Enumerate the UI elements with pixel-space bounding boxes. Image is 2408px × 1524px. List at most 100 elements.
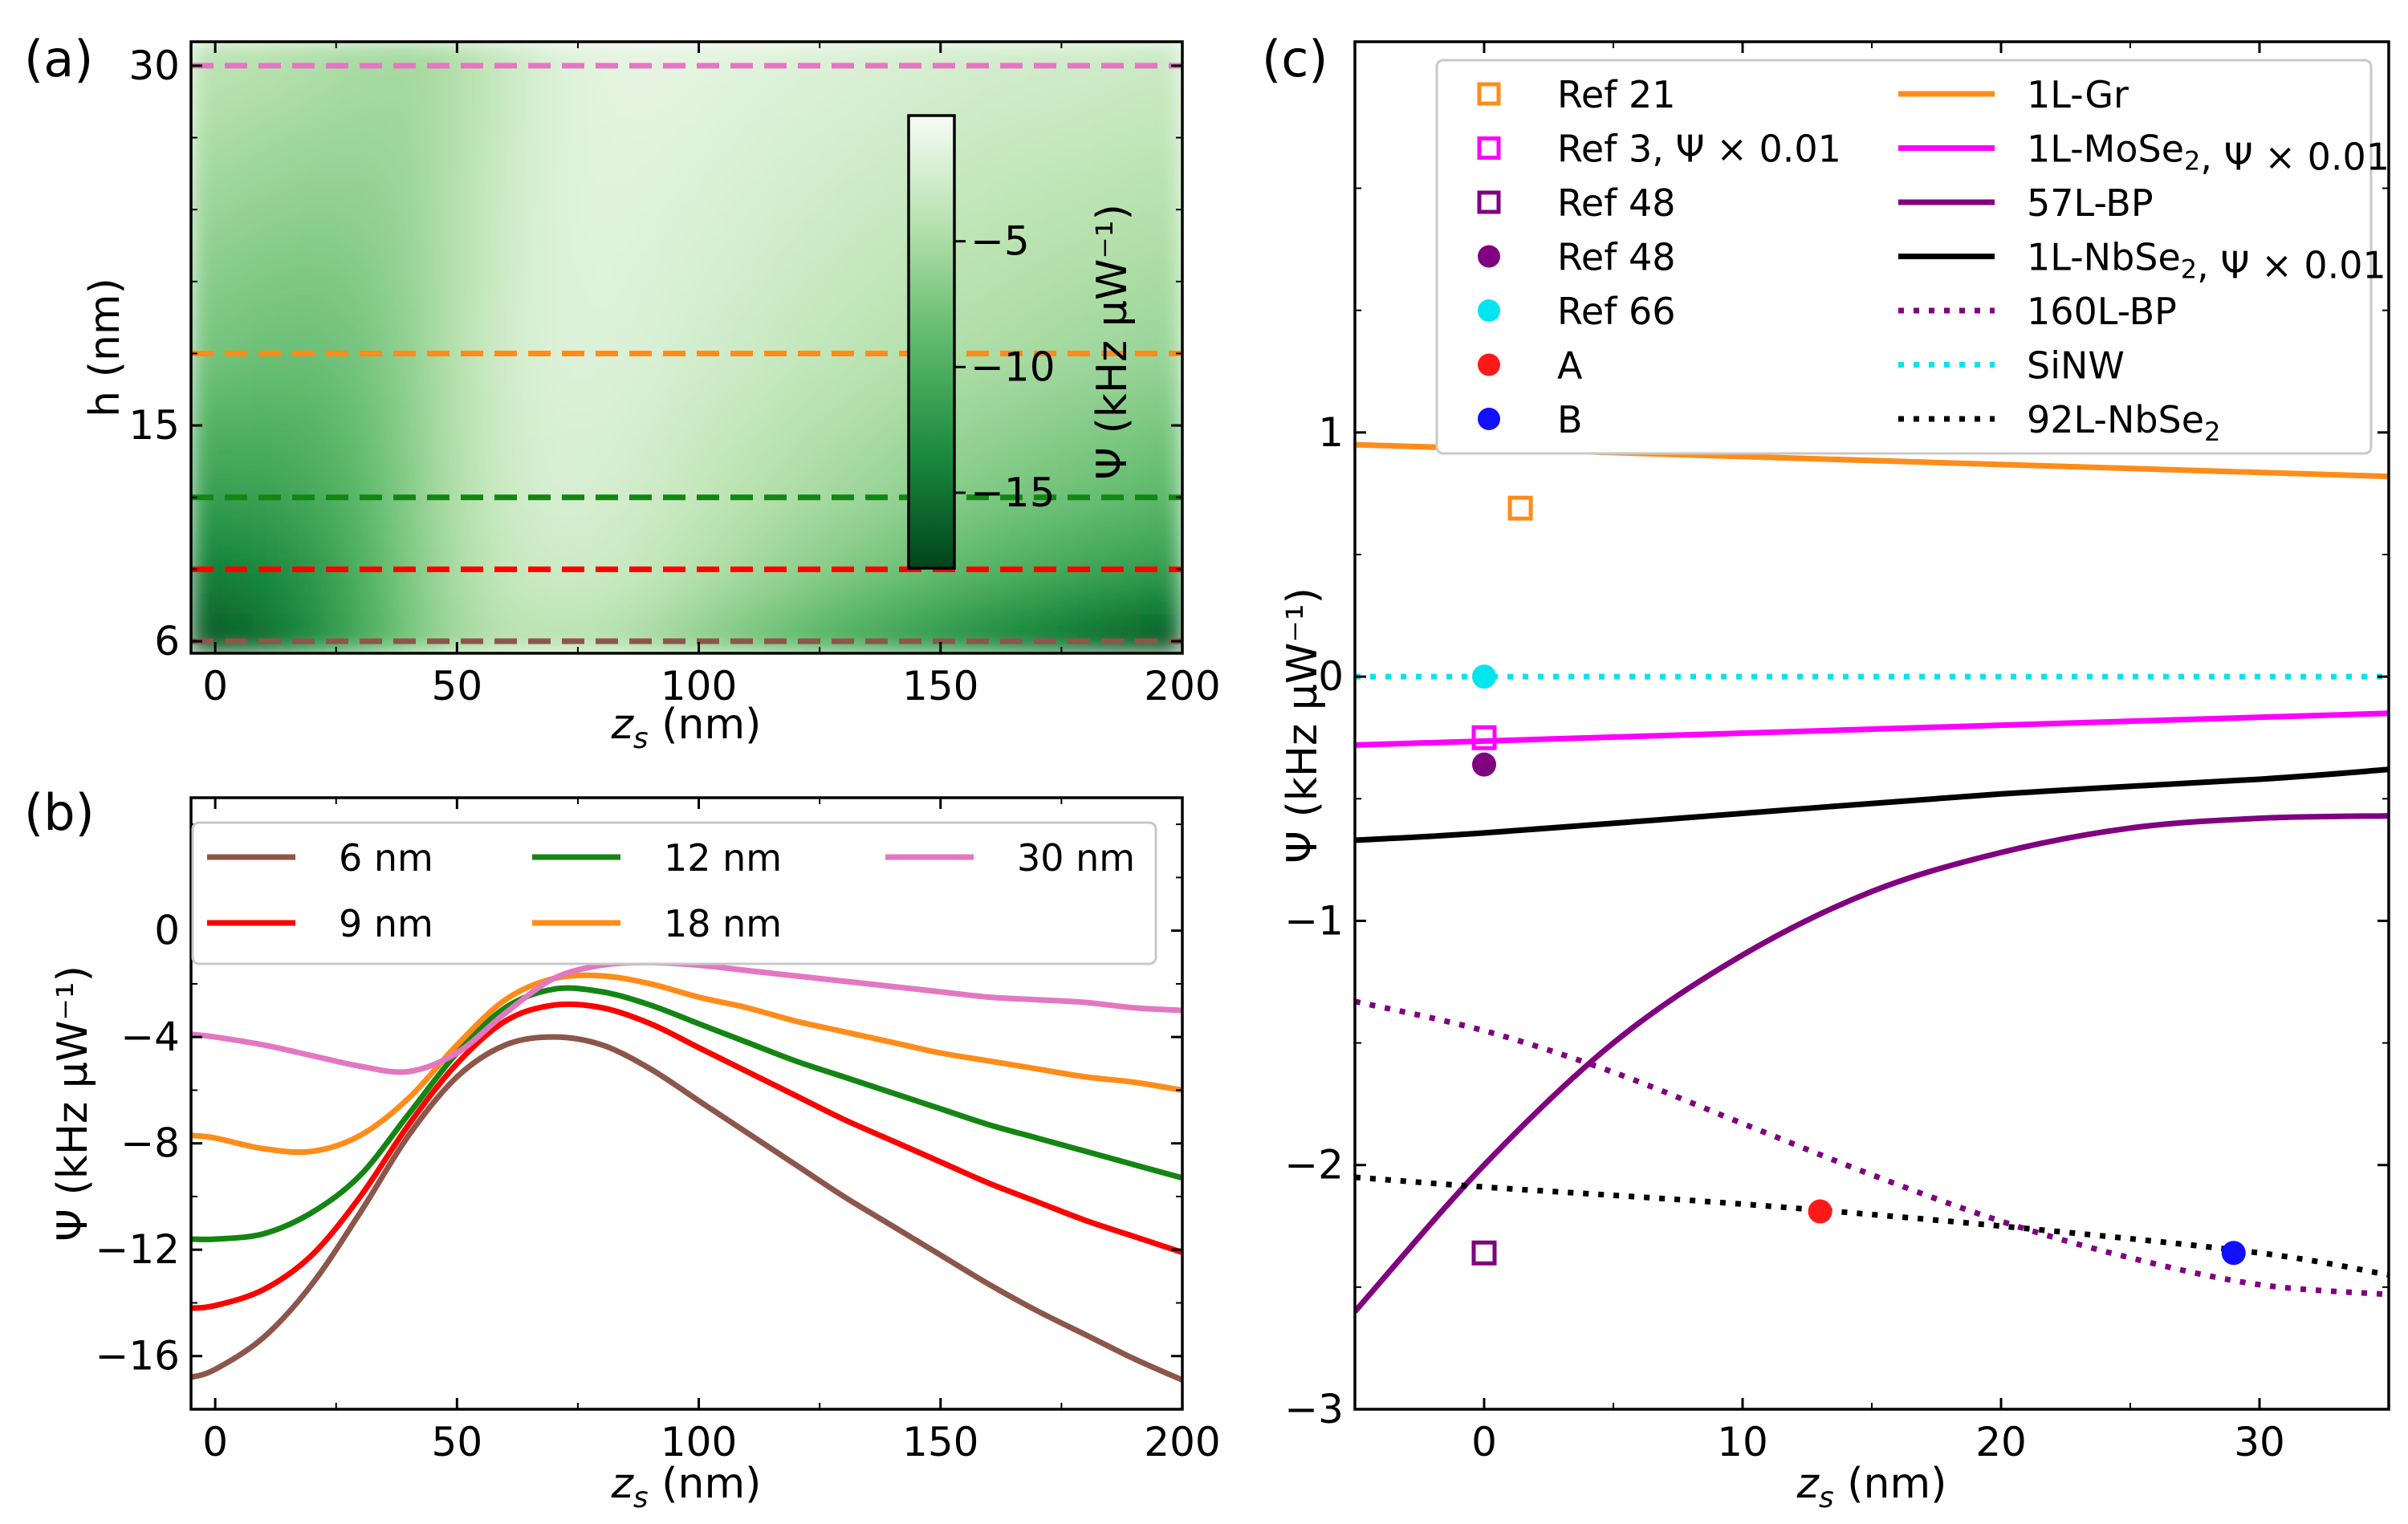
heatmap-cell <box>499 42 523 63</box>
heatmap-cell <box>665 449 688 471</box>
heatmap-cell <box>582 612 605 634</box>
heatmap-cell <box>397 143 420 165</box>
heatmap-cell <box>479 489 502 512</box>
heatmap-cell <box>541 530 564 552</box>
heatmap-cell <box>1161 204 1182 226</box>
heatmap-cell <box>624 367 647 389</box>
heatmap-cell <box>974 102 998 124</box>
heatmap-cell <box>335 428 357 450</box>
heatmap-cell <box>376 367 399 389</box>
heatmap-cell <box>830 81 853 104</box>
heatmap-cell <box>665 122 688 144</box>
heatmap-cell <box>768 143 791 165</box>
heatmap-cell <box>747 143 771 165</box>
heatmap-cell <box>768 387 791 410</box>
heatmap-cell <box>768 428 791 450</box>
heatmap-cell <box>582 183 605 206</box>
heatmap-cell <box>437 224 461 246</box>
heatmap-cell <box>355 530 378 552</box>
heatmap-cell <box>210 591 234 614</box>
heatmap-cell <box>417 326 440 348</box>
heatmap-cell <box>293 81 316 104</box>
legend-label: Ref 21 <box>1557 73 1676 116</box>
heatmap-cell <box>1099 408 1121 430</box>
heatmap-cell <box>1078 285 1101 308</box>
heatmap-cell <box>479 245 502 267</box>
heatmap-cell <box>624 408 647 430</box>
heatmap-cell <box>706 510 729 532</box>
heatmap-cell <box>995 408 1019 430</box>
heatmap-cell <box>272 489 295 512</box>
heatmap-cell <box>1099 571 1121 593</box>
heatmap-cell <box>437 81 461 104</box>
heatmap-cell <box>726 489 750 512</box>
heatmap-cell <box>851 42 874 63</box>
heatmap-cell <box>376 347 399 369</box>
heatmap-cell <box>272 265 295 287</box>
heatmap-cell <box>1036 428 1060 450</box>
heatmap-cell <box>191 204 213 226</box>
heatmap-cell <box>1016 408 1039 430</box>
heatmap-cell <box>1036 306 1060 328</box>
heatmap-cell <box>252 143 275 165</box>
heatmap-cell <box>562 408 584 430</box>
heatmap-cell <box>1119 510 1142 532</box>
heatmap-cell <box>1057 489 1080 512</box>
heatmap-cell <box>851 387 874 410</box>
heatmap-cell <box>954 347 977 369</box>
heatmap-cell <box>314 224 337 246</box>
heatmap-cell <box>520 408 543 430</box>
heatmap-cell <box>252 612 275 634</box>
heatmap-cell <box>417 163 440 185</box>
heatmap-cell <box>272 510 295 532</box>
heatmap-cell <box>479 367 502 389</box>
heatmap-cell <box>293 612 316 634</box>
heatmap-cell <box>272 347 295 369</box>
heatmap-cell <box>872 408 894 430</box>
heatmap-cell <box>872 510 894 532</box>
heatmap-cell <box>603 530 626 552</box>
heatmap-cell <box>1161 102 1182 124</box>
heatmap-cell <box>1099 510 1121 532</box>
heatmap-cell <box>872 122 894 144</box>
heatmap-cell <box>1036 408 1060 430</box>
heatmap-cell <box>1119 367 1142 389</box>
heatmap-cell <box>562 285 584 308</box>
heatmap-cell <box>272 245 295 267</box>
heatmap-cell <box>1078 408 1101 430</box>
heatmap-cell <box>210 163 234 185</box>
heatmap-cell <box>1057 530 1080 552</box>
heatmap-cell <box>437 326 461 348</box>
series-line-160L-BP <box>1355 998 2389 1298</box>
legend-label: SiNW <box>2027 344 2125 388</box>
heatmap-cell <box>582 510 605 532</box>
heatmap-cell <box>499 143 523 165</box>
heatmap-cell <box>499 183 523 206</box>
heatmap-cell <box>1099 449 1121 471</box>
heatmap-cell <box>872 306 894 328</box>
heatmap-cell <box>1140 387 1163 410</box>
heatmap-cell <box>499 367 523 389</box>
heatmap-cell <box>995 326 1019 348</box>
heatmap-cell <box>685 510 709 532</box>
heatmap-cell <box>458 408 482 430</box>
heatmap-cell <box>376 163 399 185</box>
heatmap-cell <box>624 183 647 206</box>
heatmap-cell <box>355 612 378 634</box>
heatmap-cell <box>1161 387 1182 410</box>
heatmap-cell <box>582 449 605 471</box>
heatmap-cell <box>603 469 626 491</box>
heatmap-cell <box>499 489 523 512</box>
heatmap-cell <box>1099 428 1121 450</box>
heatmap-cell <box>1161 224 1182 246</box>
heatmap-cell <box>376 143 399 165</box>
heatmap-cell <box>1140 245 1163 267</box>
heatmap-cell <box>1016 204 1039 226</box>
heatmap-cell <box>768 489 791 512</box>
heatmap-cell <box>231 265 254 287</box>
heatmap-cell <box>376 183 399 206</box>
y-tick-label: −1 <box>1284 897 1344 944</box>
heatmap-cell <box>272 42 295 63</box>
heatmap-cell <box>995 285 1019 308</box>
heatmap-cell <box>872 163 894 185</box>
